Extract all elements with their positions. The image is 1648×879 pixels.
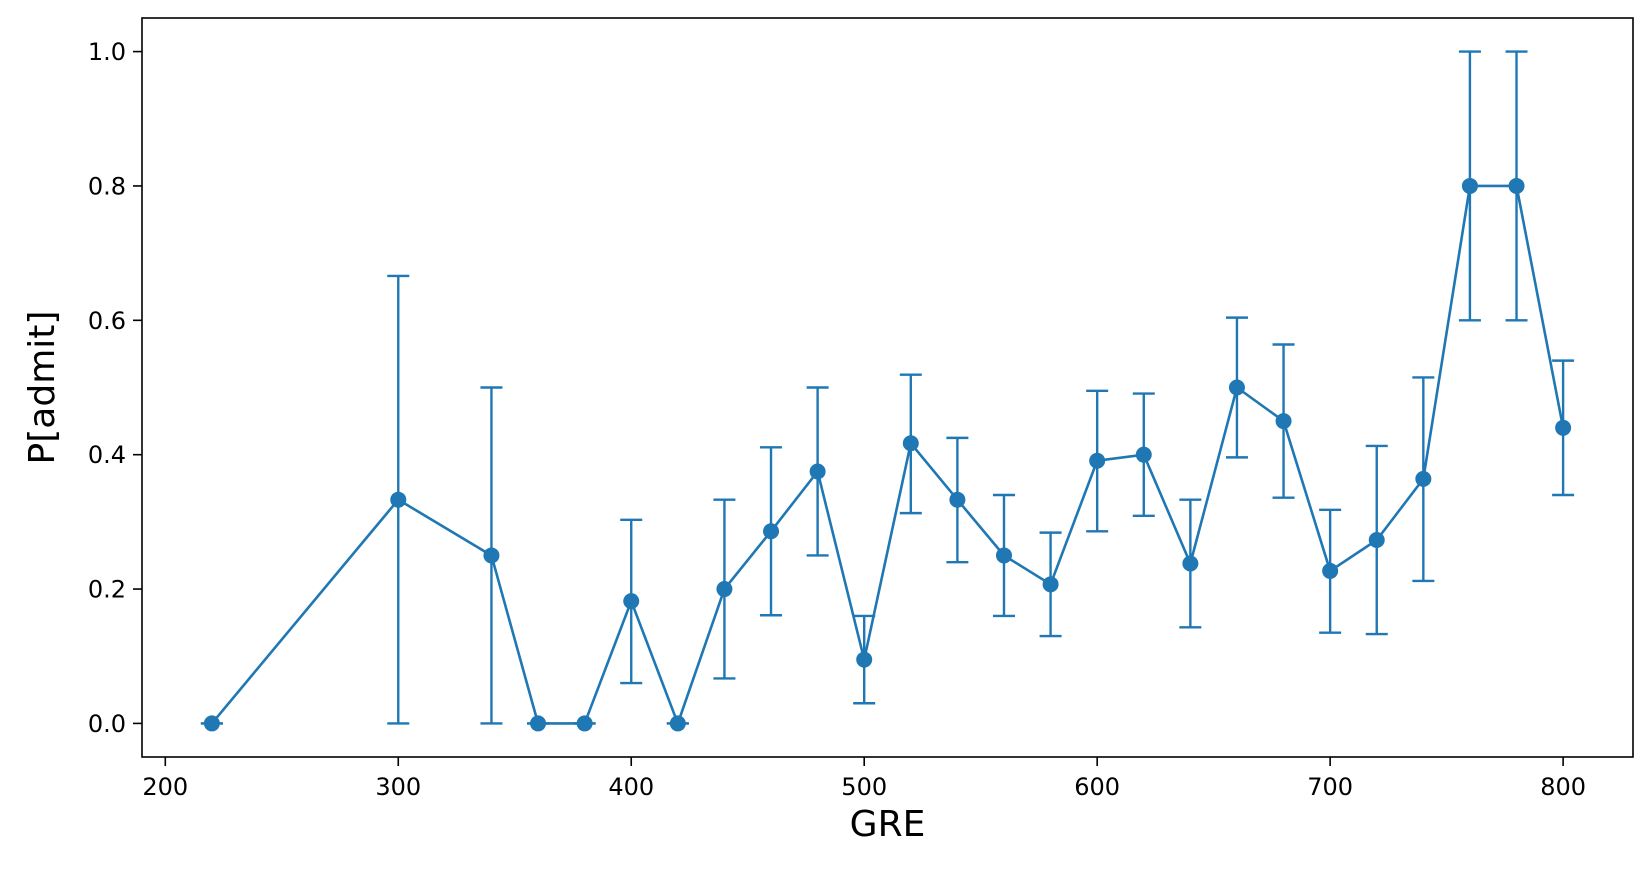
- data-point: [716, 581, 733, 598]
- data-point: [809, 463, 826, 480]
- data-point: [576, 715, 593, 732]
- x-tick-label: 500: [841, 773, 887, 801]
- x-axis-ticks: 200 300 400 500 600 700 800: [142, 757, 1586, 801]
- data-point: [530, 715, 547, 732]
- x-tick-label: 300: [375, 773, 421, 801]
- y-tick-label: 0.8: [88, 172, 126, 200]
- y-tick-label: 0.0: [88, 710, 126, 738]
- data-point: [1228, 379, 1245, 396]
- data-points: [203, 177, 1572, 732]
- data-point: [1461, 177, 1478, 194]
- x-tick-label: 800: [1540, 773, 1586, 801]
- y-tick-label: 0.4: [88, 441, 126, 469]
- y-tick-label: 1.0: [88, 38, 126, 66]
- data-point: [1555, 419, 1572, 436]
- data-point: [902, 435, 919, 452]
- data-point: [669, 715, 686, 732]
- data-point: [623, 593, 640, 610]
- data-point: [1135, 446, 1152, 463]
- data-point: [1275, 413, 1292, 430]
- data-point: [1415, 470, 1432, 487]
- data-point: [995, 547, 1012, 564]
- series-line: [210, 184, 1565, 728]
- x-tick-label: 700: [1307, 773, 1353, 801]
- data-point: [483, 547, 500, 564]
- x-tick-label: 600: [1074, 773, 1120, 801]
- y-tick-label: 0.2: [88, 576, 126, 604]
- data-point: [1182, 555, 1199, 572]
- data-point: [763, 523, 780, 540]
- plot-frame: [141, 17, 1634, 758]
- x-axis-title: GRE: [850, 804, 926, 845]
- y-axis-title: P[admit]: [22, 311, 63, 465]
- data-point: [1089, 452, 1106, 469]
- data-point: [949, 491, 966, 508]
- y-tick-label: 0.6: [88, 307, 126, 335]
- data-point: [203, 715, 220, 732]
- data-point: [1508, 177, 1525, 194]
- x-tick-label: 400: [608, 773, 654, 801]
- data-point: [1368, 532, 1385, 549]
- y-axis-ticks: 0.0 0.2 0.4 0.6 0.8 1.0: [88, 38, 142, 738]
- x-tick-label: 200: [142, 773, 188, 801]
- data-point: [1042, 576, 1059, 593]
- data-point: [1322, 562, 1339, 579]
- data-point: [390, 491, 407, 508]
- data-point: [856, 651, 873, 668]
- error-bars: [200, 50, 1575, 725]
